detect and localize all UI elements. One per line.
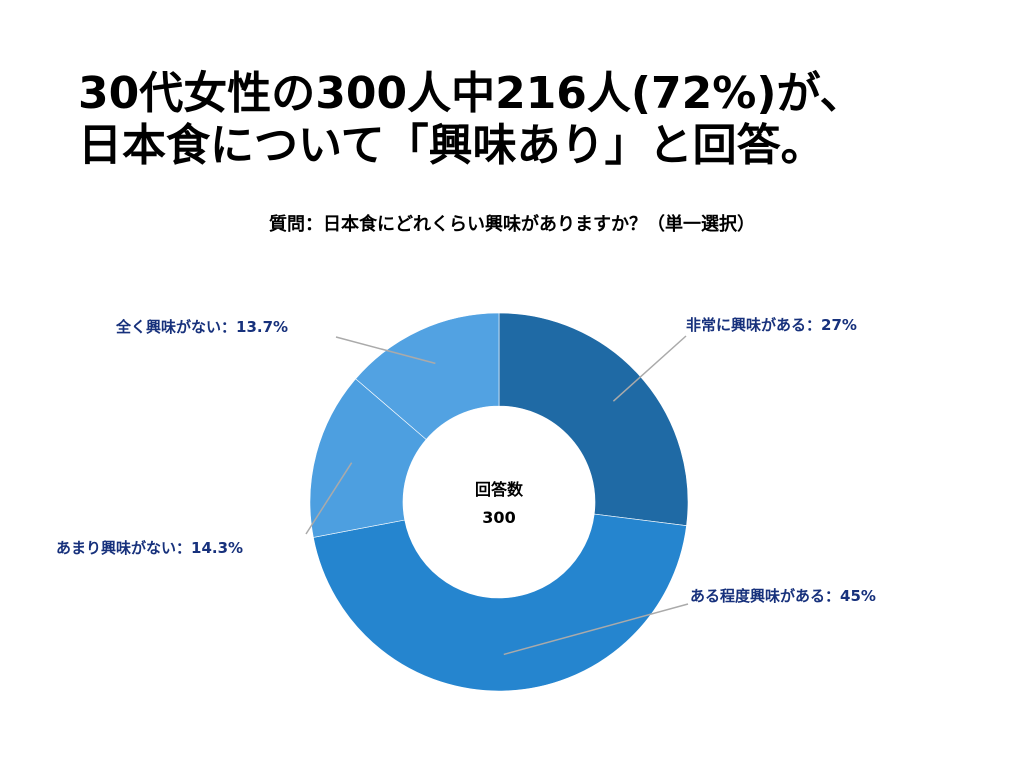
slice-label: あまり興味がない：14.3% bbox=[56, 539, 243, 557]
question-text: 質問：日本食にどれくらい興味がありますか？（単一選択） bbox=[269, 214, 755, 235]
headline-line-2: 日本食について「興味あり」と回答。 bbox=[78, 120, 825, 171]
center-label: 回答数 bbox=[475, 480, 524, 499]
leader-lines bbox=[305, 335, 689, 656]
leader-line bbox=[335, 336, 436, 365]
slice-label: ある程度興味がある：45% bbox=[690, 587, 876, 605]
donut-slices bbox=[309, 312, 689, 692]
donut-slice bbox=[312, 513, 687, 692]
slice-label: 非常に興味がある：27% bbox=[686, 316, 857, 334]
slice-label: 全く興味がない：13.7% bbox=[115, 318, 288, 336]
slice-labels: 非常に興味がある：27% ある程度興味がある：45% あまり興味がない：14.3% 全… bbox=[56, 316, 876, 605]
leader-line bbox=[305, 462, 353, 535]
donut-slice bbox=[498, 312, 689, 527]
leader-line bbox=[612, 335, 687, 402]
donut-slice bbox=[355, 312, 500, 440]
headline: 30代女性の300人中216人(72%)が、 日本食について「興味あり」と回答。 bbox=[78, 68, 998, 172]
leader-line bbox=[503, 603, 689, 656]
headline-line-1: 30代女性の300人中216人(72%)が、 bbox=[78, 68, 864, 119]
center-value: 300 bbox=[482, 508, 515, 527]
